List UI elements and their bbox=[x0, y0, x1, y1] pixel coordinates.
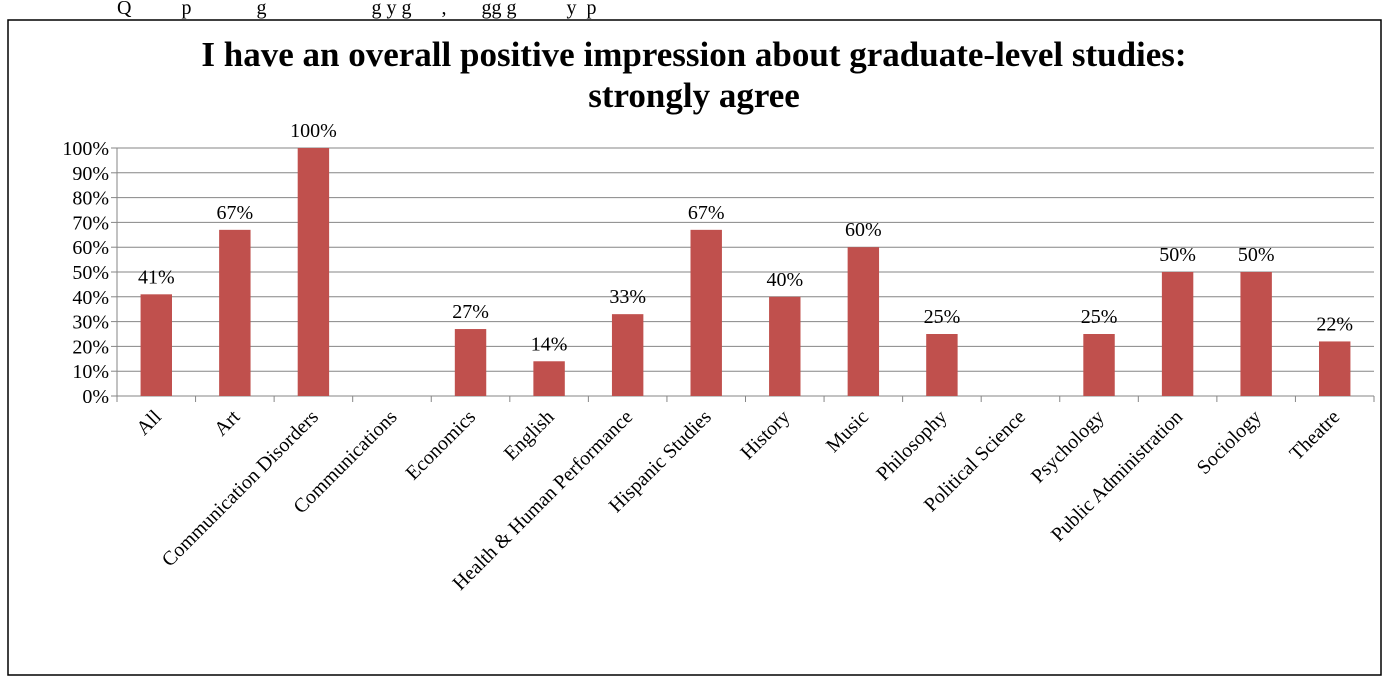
top-note-fragment: Q p g g y g , gg g y p bbox=[117, 0, 596, 19]
y-tick-label: 70% bbox=[72, 212, 109, 234]
bar bbox=[1319, 341, 1351, 396]
bar bbox=[611, 314, 644, 396]
data-label: 40% bbox=[766, 269, 803, 291]
y-tick-label: 60% bbox=[72, 237, 109, 259]
y-tick-label: 10% bbox=[72, 361, 109, 383]
data-label: 22% bbox=[1316, 313, 1353, 335]
y-tick-label: 100% bbox=[62, 138, 109, 160]
bar bbox=[847, 247, 880, 396]
bar bbox=[926, 334, 958, 396]
y-tick-label: 20% bbox=[72, 336, 109, 358]
bar bbox=[1161, 272, 1194, 396]
y-tick-label: 0% bbox=[82, 386, 109, 408]
data-label: 50% bbox=[1238, 244, 1275, 266]
bar bbox=[1083, 334, 1115, 396]
data-label: 50% bbox=[1159, 244, 1196, 266]
y-tick-label: 50% bbox=[72, 262, 109, 284]
data-labels: 41% 67% 100% 27% 14% 33% 67% 40% 60% 25% 25% 50% 50%… bbox=[138, 120, 1353, 355]
bar bbox=[219, 229, 251, 396]
data-label: 67% bbox=[688, 202, 725, 224]
y-tick-label: 80% bbox=[72, 188, 109, 210]
y-tick-label: 30% bbox=[72, 312, 109, 334]
data-label: 25% bbox=[924, 306, 961, 328]
bars bbox=[140, 148, 1351, 396]
chart-title-line1: I have an overall positive impression ab… bbox=[201, 35, 1186, 74]
y-tick-label: 40% bbox=[72, 287, 109, 309]
data-label: 41% bbox=[138, 266, 175, 288]
data-label: 25% bbox=[1081, 306, 1118, 328]
bar bbox=[140, 294, 172, 396]
bar bbox=[454, 329, 487, 396]
bar bbox=[1240, 272, 1272, 396]
data-label: 27% bbox=[452, 301, 489, 323]
data-label: 14% bbox=[531, 333, 568, 355]
data-label: 67% bbox=[217, 202, 254, 224]
bar bbox=[690, 229, 722, 396]
bar bbox=[297, 148, 330, 396]
chart-title-line2: strongly agree bbox=[588, 76, 800, 115]
data-label: 100% bbox=[290, 120, 337, 142]
bar bbox=[533, 361, 565, 396]
y-tick-label: 90% bbox=[72, 163, 109, 185]
data-label: 33% bbox=[609, 286, 646, 308]
data-label: 60% bbox=[845, 219, 882, 241]
bar bbox=[769, 296, 801, 396]
